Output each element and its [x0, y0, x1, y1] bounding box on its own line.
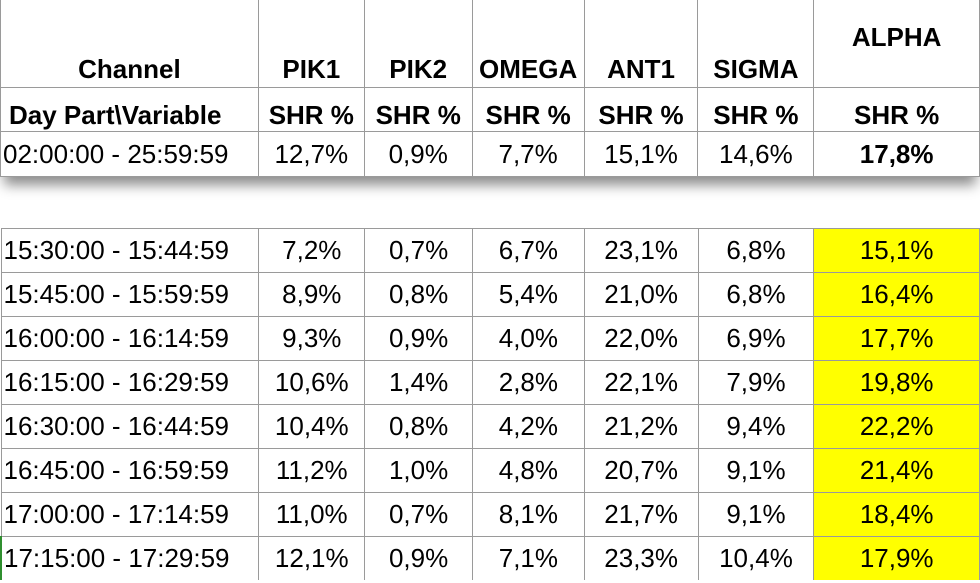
time-slot-table: 15:30:00 - 15:44:59 7,2% 0,7% 6,7% 23,1% 6,8%…: [0, 228, 980, 580]
channel-label: Channel: [0, 0, 259, 88]
share-cell-omega: 5,4%: [471, 272, 585, 317]
share-cell-pik1: 12,1%: [258, 536, 366, 580]
share-cell-pik1: 8,9%: [258, 272, 366, 317]
share-cell-ant1: 20,7%: [583, 448, 699, 493]
share-cell-alpha: 22,2%: [813, 404, 980, 449]
channel-header-alpha: ALPHA: [813, 0, 980, 88]
day-part-cell: 16:30:00 - 16:44:59: [0, 404, 260, 449]
table-row: 16:45:00 - 16:59:59 11,2% 1,0% 4,8% 20,7% 9,1…: [0, 448, 980, 493]
share-cell-sigma: 6,9%: [697, 316, 815, 361]
metric-header: SHR %: [257, 87, 365, 132]
share-cell-omega: 6,7%: [471, 228, 585, 273]
metric-header: SHR %: [697, 87, 815, 132]
table-row: 15:45:00 - 15:59:59 8,9% 0,8% 5,4% 21,0% 6,8%…: [0, 272, 980, 317]
share-cell-ant1: 21,0%: [583, 272, 699, 317]
share-cell-alpha: 21,4%: [813, 448, 980, 493]
table-row: 15:30:00 - 15:44:59 7,2% 0,7% 6,7% 23,1% 6,8%…: [0, 228, 980, 273]
total-row: 02:00:00 - 25:59:59 12,7% 0,9% 7,7% 15,1…: [0, 131, 980, 177]
day-part-cell: 17:00:00 - 17:14:59: [0, 492, 260, 537]
share-cell-pik2: 0,8%: [364, 404, 473, 449]
metric-header-row: Day Part\Variable SHR % SHR % SHR % SHR …: [0, 87, 980, 132]
share-cell-ant1: 22,0%: [583, 316, 699, 361]
table-row: 16:15:00 - 16:29:59 10,6% 1,4% 2,8% 22,1% 7,9…: [0, 360, 980, 405]
share-cell-ant1: 23,1%: [583, 228, 699, 273]
share-cell-pik2: 1,4%: [364, 360, 473, 405]
total-cell-pik1: 12,7%: [257, 131, 365, 177]
total-cell-pik2: 0,9%: [363, 131, 473, 177]
table-row: 17:15:00 - 17:29:59 12,1% 0,9% 7,1% 23,3% 10,…: [0, 536, 980, 580]
time-slot-body: 15:30:00 - 15:44:59 7,2% 0,7% 6,7% 23,1% 6,8%…: [0, 228, 980, 580]
share-cell-ant1: 21,2%: [583, 404, 699, 449]
metric-header: SHR %: [813, 87, 980, 132]
day-part-cell: 16:00:00 - 16:14:59: [0, 316, 260, 361]
channel-header-sigma: SIGMA: [697, 0, 815, 88]
day-part-cell: 15:45:00 - 15:59:59: [0, 272, 260, 317]
total-cell-ant1: 15,1%: [583, 131, 699, 177]
day-part-cell: 15:30:00 - 15:44:59: [0, 228, 260, 273]
share-cell-pik2: 0,8%: [364, 272, 473, 317]
share-cell-sigma: 9,1%: [697, 448, 815, 493]
share-cell-pik1: 11,0%: [258, 492, 366, 537]
share-cell-sigma: 6,8%: [697, 272, 815, 317]
table-row: 16:30:00 - 16:44:59 10,4% 0,8% 4,2% 21,2% 9,4…: [0, 404, 980, 449]
total-cell-omega: 7,7%: [471, 131, 585, 177]
share-cell-omega: 7,1%: [471, 536, 585, 580]
share-cell-ant1: 23,3%: [583, 536, 699, 580]
summary-table: Channel PIK1 PIK2 OMEGA ANT1 SIGMA ALPHA…: [0, 0, 980, 177]
share-cell-pik1: 7,2%: [258, 228, 366, 273]
share-cell-pik2: 1,0%: [364, 448, 473, 493]
share-cell-pik1: 10,4%: [258, 404, 366, 449]
share-cell-pik2: 0,7%: [364, 492, 473, 537]
share-cell-alpha: 18,4%: [813, 492, 980, 537]
channel-header-ant1: ANT1: [583, 0, 699, 88]
share-cell-pik1: 10,6%: [258, 360, 366, 405]
share-cell-sigma: 6,8%: [697, 228, 815, 273]
share-cell-ant1: 22,1%: [583, 360, 699, 405]
share-cell-alpha: 17,7%: [813, 316, 980, 361]
share-cell-sigma: 7,9%: [697, 360, 815, 405]
share-cell-pik2: 0,9%: [364, 536, 473, 580]
day-part-cell: 17:15:00 - 17:29:59: [0, 536, 260, 580]
channel-header-pik1: PIK1: [257, 0, 365, 88]
total-cell-sigma: 14,6%: [697, 131, 815, 177]
day-part-label: Day Part\Variable: [0, 87, 259, 132]
metric-header: SHR %: [471, 87, 585, 132]
share-cell-alpha: 17,9%: [813, 536, 980, 580]
share-cell-pik1: 9,3%: [258, 316, 366, 361]
share-cell-alpha: 19,8%: [813, 360, 980, 405]
share-cell-sigma: 10,4%: [697, 536, 815, 580]
day-part-cell: 16:45:00 - 16:59:59: [0, 448, 260, 493]
metric-header: SHR %: [363, 87, 473, 132]
table-row: 17:00:00 - 17:14:59 11,0% 0,7% 8,1% 21,7% 9,1…: [0, 492, 980, 537]
share-cell-pik2: 0,7%: [364, 228, 473, 273]
share-cell-alpha: 15,1%: [813, 228, 980, 273]
table-row: 16:00:00 - 16:14:59 9,3% 0,9% 4,0% 22,0% 6,9%…: [0, 316, 980, 361]
share-cell-alpha: 16,4%: [813, 272, 980, 317]
share-cell-pik1: 11,2%: [258, 448, 366, 493]
total-cell-alpha: 17,8%: [813, 131, 980, 177]
share-cell-ant1: 21,7%: [583, 492, 699, 537]
share-cell-omega: 4,0%: [471, 316, 585, 361]
channel-header-pik2: PIK2: [363, 0, 473, 88]
day-part-cell: 16:15:00 - 16:29:59: [0, 360, 260, 405]
share-cell-omega: 4,8%: [471, 448, 585, 493]
share-cell-pik2: 0,9%: [364, 316, 473, 361]
share-cell-sigma: 9,1%: [697, 492, 815, 537]
share-cell-sigma: 9,4%: [697, 404, 815, 449]
share-cell-omega: 8,1%: [471, 492, 585, 537]
channel-header-omega: OMEGA: [471, 0, 585, 88]
share-cell-omega: 4,2%: [471, 404, 585, 449]
share-cell-omega: 2,8%: [471, 360, 585, 405]
channel-header-row: Channel PIK1 PIK2 OMEGA ANT1 SIGMA ALPHA: [0, 0, 980, 88]
metric-header: SHR %: [583, 87, 699, 132]
total-day-part: 02:00:00 - 25:59:59: [0, 131, 259, 177]
